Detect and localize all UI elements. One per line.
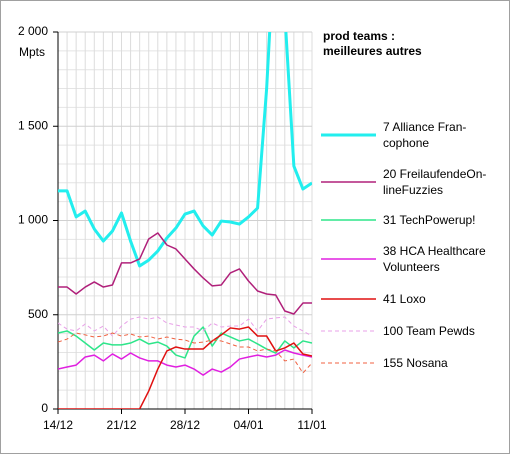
series-line [58,32,312,268]
legend-item: 100 Team Pewds [319,323,503,339]
legend-title: prod teams : meilleures autres [323,29,422,59]
x-tick-label: 11/01 [297,418,326,432]
y-tick-label: 2 000 [18,24,48,38]
x-tick-label: 14/12 [43,418,73,432]
legend-item: 155 Nosana [319,355,503,371]
legend-label: 41 Loxo [383,292,426,306]
y-unit: Mpts [19,45,45,59]
legend-label: 100 Team Pewds [383,324,475,338]
legend-swatch [321,219,376,221]
series-line [58,332,312,374]
series-line [58,326,312,409]
legend-label: 38 HCA Healthcare Volunteers [383,244,486,274]
legend-swatch [321,133,376,137]
y-tick-label: 0 [41,401,48,415]
x-tick-label: 21/12 [106,418,136,432]
x-tick-label: 04/01 [233,418,263,432]
legend-title-line: prod teams : [323,29,396,43]
y-tick-label: 500 [28,307,48,321]
legend-item: 41 Loxo [319,291,503,307]
legend-item: 7 Alliance Fran-cophone [319,119,503,151]
x-tick-label: 28/12 [170,418,200,432]
legend-label: 7 Alliance Fran-cophone [383,120,467,150]
legend-label: 20 FreilaufendeOn-lineFuzzies [383,167,487,197]
legend-item: 38 HCA Healthcare Volunteers [319,243,503,275]
legend-item: 20 FreilaufendeOn-lineFuzzies [319,166,503,198]
legend-swatch [321,298,376,300]
legend-swatch [321,362,376,364]
legend-title-line: meilleures autres [323,44,422,58]
series-line [58,326,312,359]
series-line [58,349,312,376]
legend-label: 155 Nosana [383,356,448,370]
legend-swatch [321,258,376,260]
legend-item: 31 TechPowerup! [319,212,503,228]
series-line [58,232,312,315]
y-tick-label: 1 500 [18,118,48,132]
legend-swatch [321,181,376,183]
series-line [58,316,312,337]
legend-swatch [321,330,376,332]
y-tick-label: 1 000 [18,213,48,227]
legend-label: 31 TechPowerup! [383,213,476,227]
